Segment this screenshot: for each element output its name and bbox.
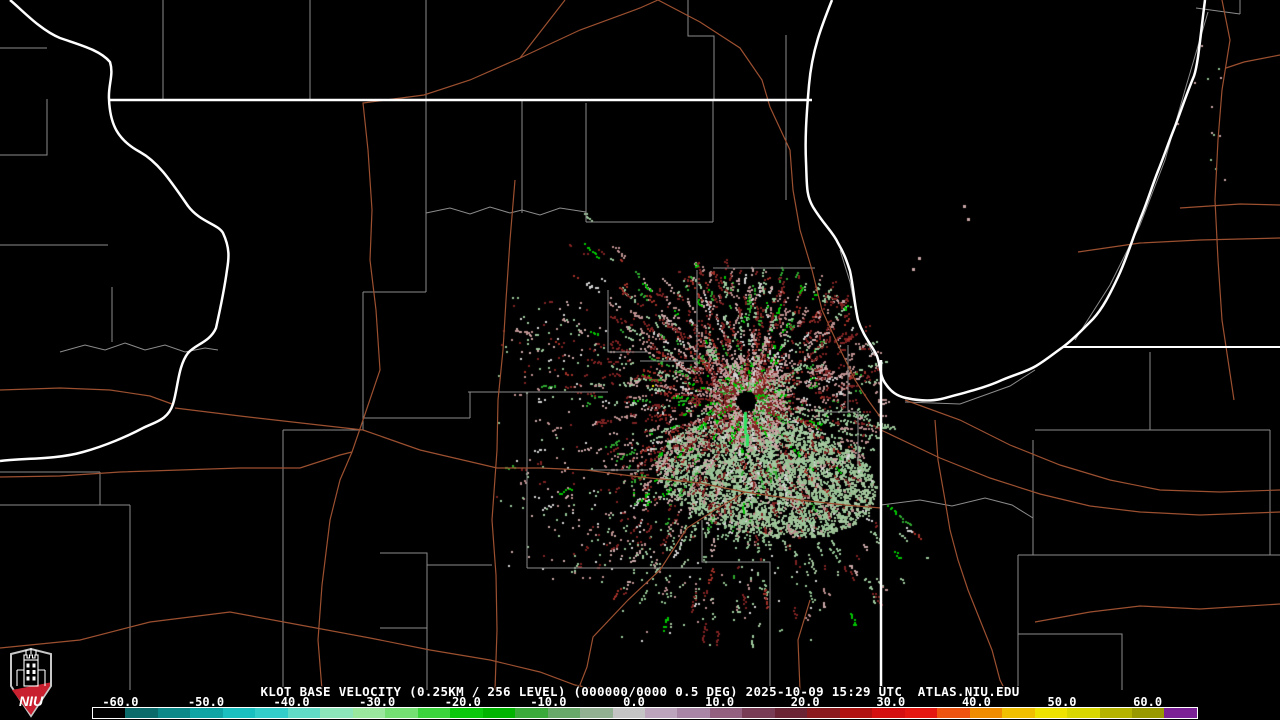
niu-logo-text: NIU xyxy=(19,693,44,709)
state-border-lines xyxy=(109,98,1280,687)
mississippi-river xyxy=(0,0,230,463)
water-lines xyxy=(0,0,1207,463)
castle-icon xyxy=(16,648,46,687)
lake-michigan-shoreline xyxy=(804,0,1207,402)
niu-logo: NIU xyxy=(10,647,52,718)
road-lines xyxy=(0,0,1280,691)
county-lines xyxy=(0,0,1280,690)
shield-red-band xyxy=(12,682,50,715)
